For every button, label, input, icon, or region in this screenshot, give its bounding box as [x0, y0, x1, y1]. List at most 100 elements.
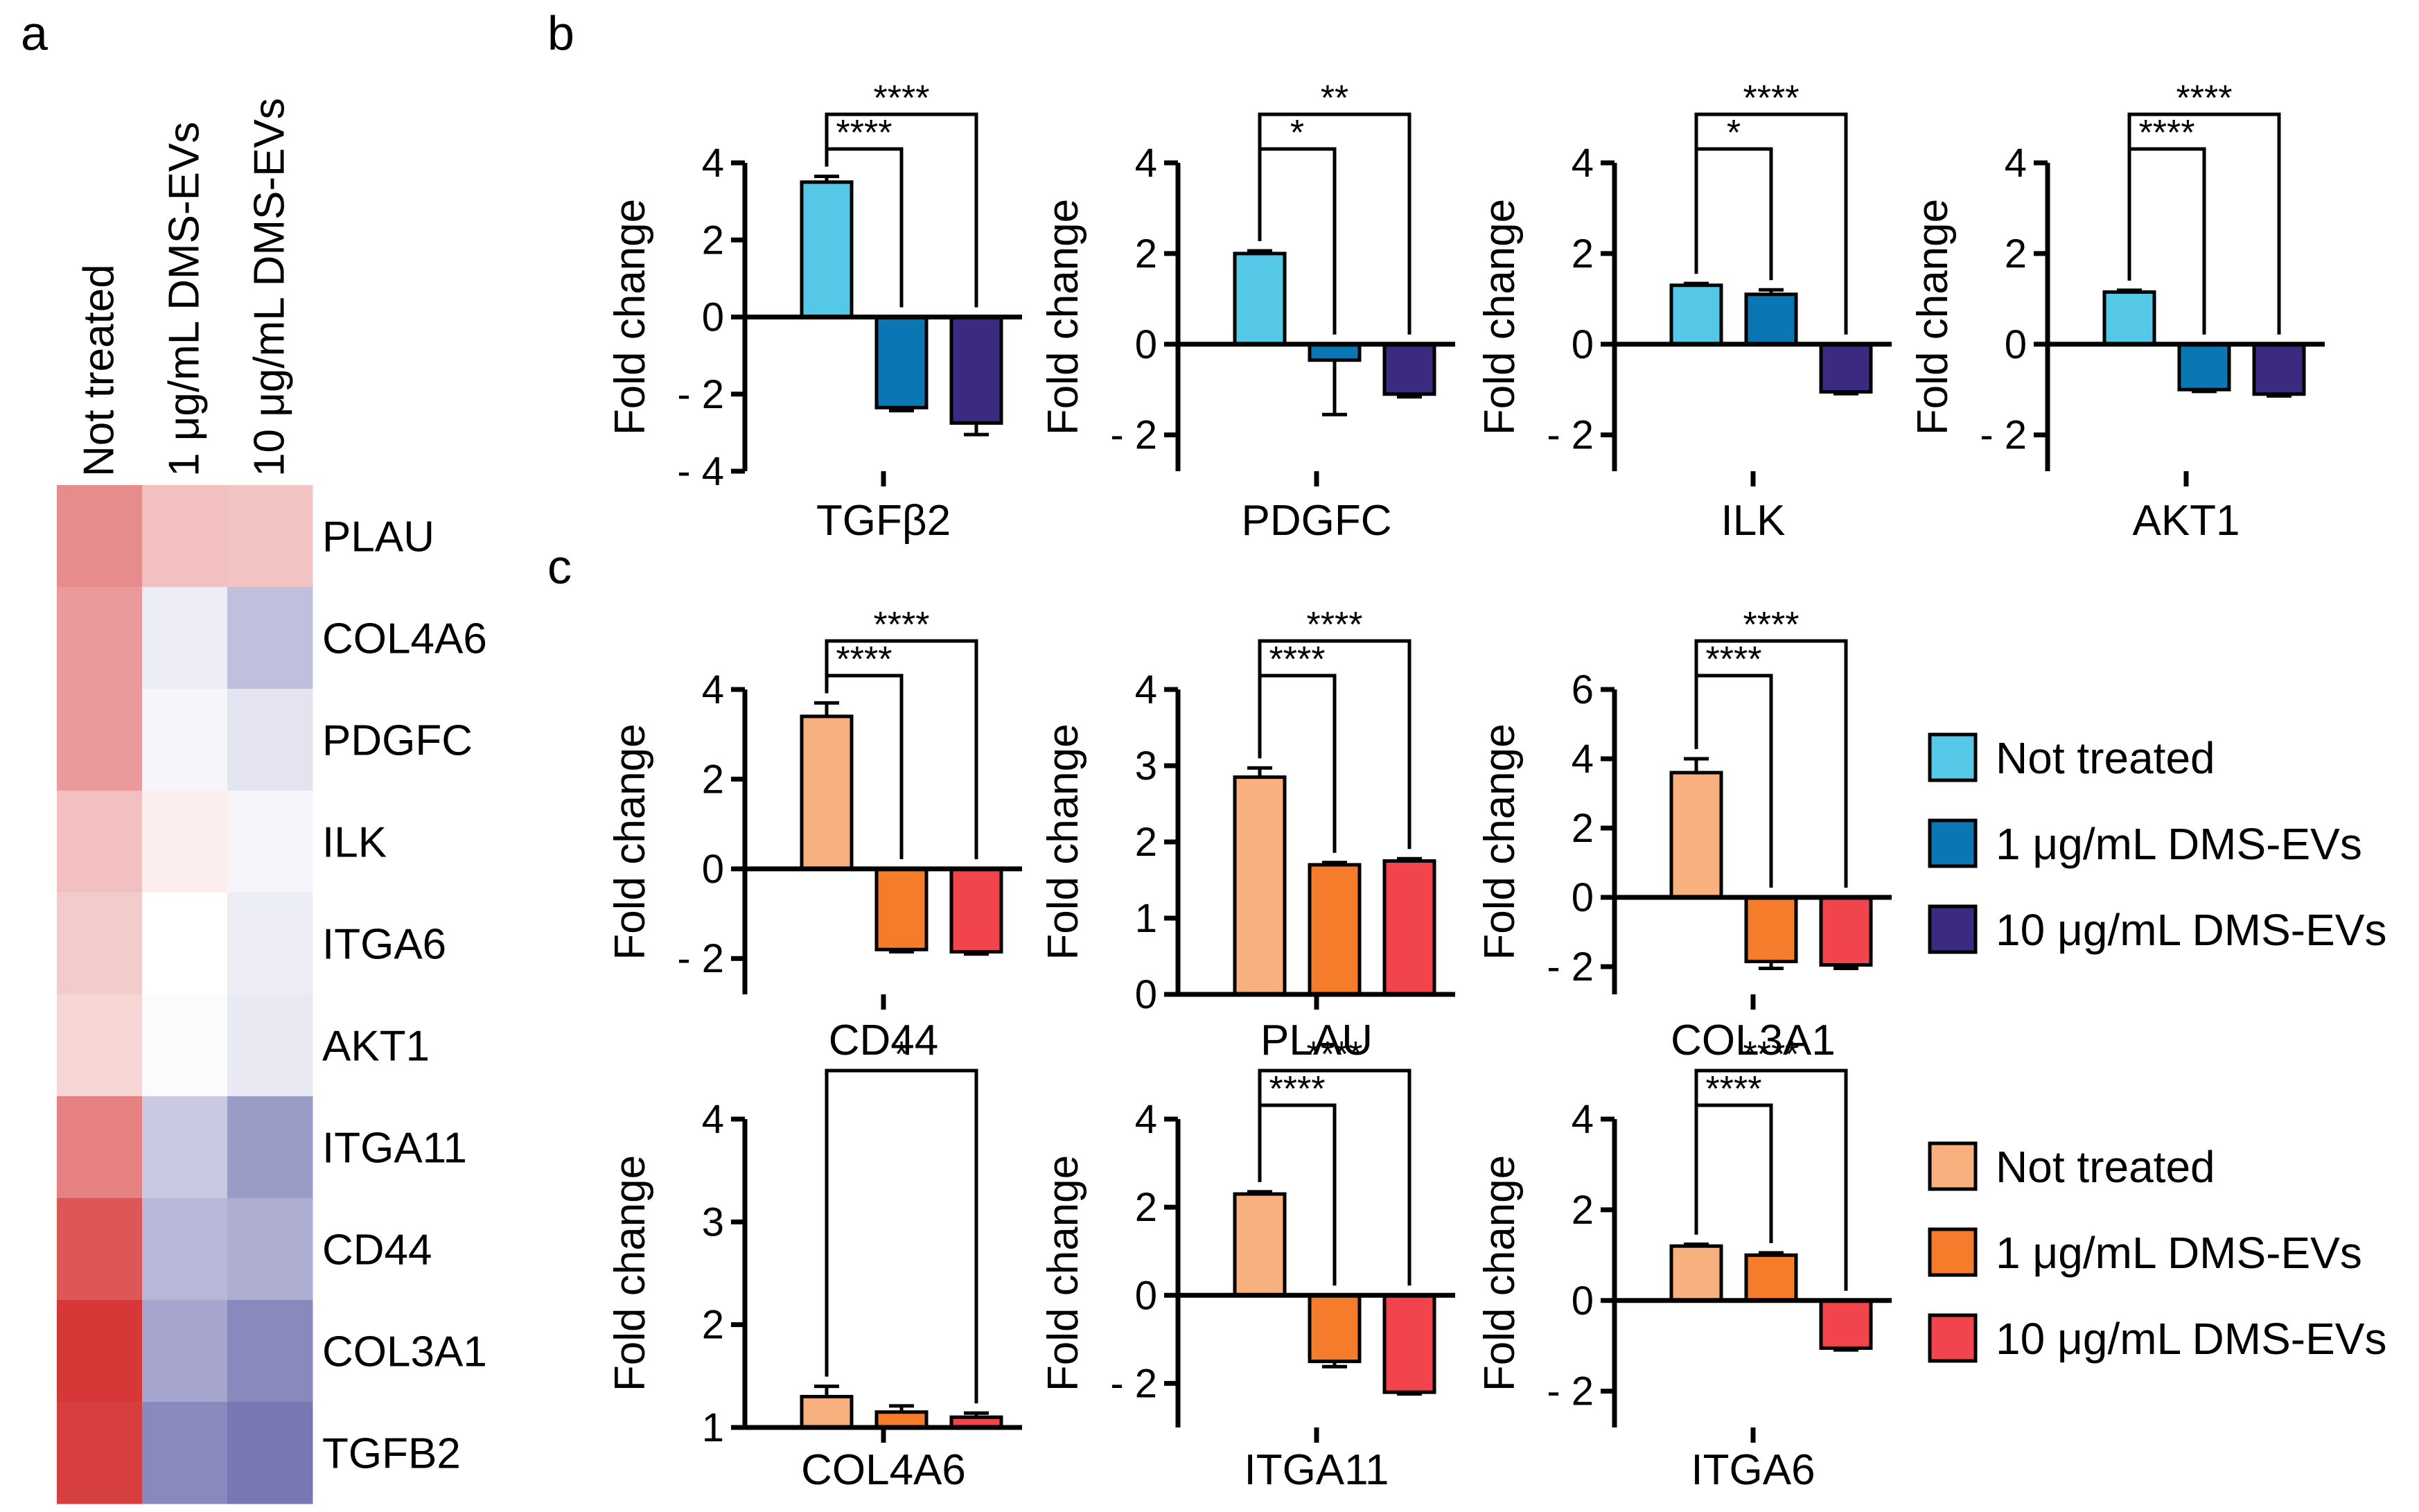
heatmap-cell: [142, 1096, 228, 1199]
heatmap-cell: [57, 689, 143, 791]
heatmap-row-label: COL3A1: [322, 1328, 487, 1376]
legend-swatch: [1928, 904, 1978, 954]
y-tick-label: 1: [1135, 896, 1157, 941]
y-tick-label: 4: [1572, 141, 1594, 186]
significance-bracket: [1694, 112, 1848, 335]
heatmap-cell: [142, 791, 228, 893]
heatmap-cell: [57, 994, 143, 1097]
heatmap-cell: [227, 1096, 313, 1199]
heatmap-row-label: PDGFC: [322, 717, 473, 765]
heatmap-cell: [142, 893, 228, 995]
heatmap-cell: [57, 791, 143, 893]
bar: [1744, 1253, 1798, 1303]
y-tick-label: - 2: [1110, 413, 1157, 458]
heatmap-column-label: 10 μg/mL DMS-EVs: [246, 98, 294, 477]
heatmap-cell: [227, 1402, 313, 1504]
bar: [2177, 342, 2231, 392]
y-tick-label: 0: [1135, 972, 1157, 1017]
legend-label: 1 μg/mL DMS-EVs: [1996, 819, 2362, 869]
significance-label: ****: [1307, 1035, 1363, 1075]
y-tick-label: 2: [1135, 1185, 1157, 1230]
bar-chart-itga6: 4 2 0 - 2 Fold change ITGA6 ********: [1476, 1035, 1892, 1494]
significance-label: ****: [836, 640, 892, 680]
gene-label: PLAU: [1260, 1017, 1373, 1064]
bar-chart-tgfβ2: 4 2 0 - 2 - 4 Fold change TGFβ2 ********: [606, 78, 1022, 545]
significance-bracket: [825, 639, 978, 859]
bar: [1233, 1192, 1287, 1297]
heatmap-cell: [227, 1300, 313, 1403]
bar-chart-plau: 4 3 2 1 0 Fold change PLAU ********: [1039, 605, 1455, 1064]
y-tick-label: 2: [1135, 231, 1157, 276]
bar: [2102, 290, 2156, 346]
heatmap-cell: [227, 587, 313, 689]
gene-label: AKT1: [2132, 497, 2240, 545]
bar: [1669, 1244, 1723, 1303]
heatmap-row-label: TGFB2: [322, 1430, 461, 1478]
significance-label: ****: [836, 113, 892, 153]
legend-label: 1 μg/mL DMS-EVs: [1996, 1228, 2362, 1278]
legends: Not treated 1 μg/mL DMS-EVs 10 μg/mL DMS-E…: [1928, 732, 2386, 1364]
y-axis-label: Fold change: [1909, 199, 1957, 435]
gene-label: CD44: [829, 1017, 939, 1064]
significance-label: ****: [2176, 78, 2233, 118]
heatmap-cell: [227, 1198, 313, 1301]
heatmap-cell: [227, 689, 313, 791]
significance-bracket: [825, 1069, 978, 1404]
heatmap-cell: [57, 1096, 143, 1199]
heatmap-cell: [142, 689, 228, 791]
panel-label-a: a: [21, 6, 48, 60]
y-tick-label: - 2: [677, 372, 724, 417]
y-tick-label: 2: [702, 757, 724, 802]
bar: [800, 714, 854, 871]
legend-swatch: [1928, 818, 1978, 868]
significance-label: ****: [1269, 1069, 1326, 1109]
bar: [1233, 252, 1287, 346]
heatmap-row-label: AKT1: [322, 1023, 430, 1071]
gene-label: TGFβ2: [816, 497, 951, 545]
heatmap-row-label: CD44: [322, 1227, 432, 1274]
bar: [1669, 771, 1723, 899]
bar: [2252, 342, 2306, 396]
y-tick-label: 3: [702, 1199, 724, 1245]
bar-chart-col3a1: 6 4 2 0 - 2 Fold change COL3A1 ********: [1476, 605, 1892, 1064]
y-axis-label: Fold change: [1476, 723, 1524, 960]
bar: [1744, 292, 1798, 346]
heatmap-row-label: ITGA6: [322, 921, 446, 969]
significance-bracket: [1694, 639, 1848, 888]
bar: [1819, 1299, 1873, 1350]
y-tick-label: - 2: [1980, 413, 2027, 458]
y-tick-label: 3: [1135, 744, 1157, 789]
gene-label: ITGA6: [1691, 1446, 1815, 1494]
bar: [949, 867, 1003, 954]
heatmap: PLAU COL4A6 PDGFC ILK ITGA6 AKT1 ITGA11 CD44 COL…: [57, 98, 487, 1504]
y-axis-label: Fold change: [606, 723, 654, 960]
heatmap-cell: [57, 587, 143, 689]
significance-label: *: [1727, 113, 1741, 153]
significance-label: ****: [1307, 605, 1363, 645]
heatmap-cell: [57, 893, 143, 995]
bar-chart-ilk: 4 2 0 - 2 Fold change ILK *****: [1476, 78, 1892, 545]
significance-bracket: [1694, 147, 1773, 281]
heatmap-cell: [142, 485, 228, 588]
gene-label: ILK: [1721, 497, 1785, 545]
y-tick-label: 0: [1572, 1278, 1594, 1324]
bar: [874, 315, 929, 410]
bar: [874, 867, 929, 951]
y-tick-label: 0: [2005, 322, 2027, 367]
significance-bracket: [1694, 1069, 1848, 1291]
y-tick-label: 2: [702, 218, 724, 263]
y-tick-label: - 2: [677, 936, 724, 981]
y-axis-label: Fold change: [1039, 199, 1087, 435]
legend-label: Not treated: [1996, 733, 2215, 783]
y-tick-label: 4: [2005, 141, 2027, 186]
bar: [1744, 895, 1798, 963]
heatmap-cell: [57, 1402, 143, 1504]
bar-chart-col4a6: 4 3 2 1 Fold change COL4A6 *: [606, 1035, 1022, 1494]
y-axis-label: Fold change: [606, 199, 654, 435]
bar: [1308, 1293, 1362, 1364]
bar: [1233, 775, 1287, 996]
significance-label: ****: [1706, 1069, 1762, 1109]
heatmap-row-label: PLAU: [322, 513, 434, 561]
significance-label: ****: [874, 78, 930, 118]
